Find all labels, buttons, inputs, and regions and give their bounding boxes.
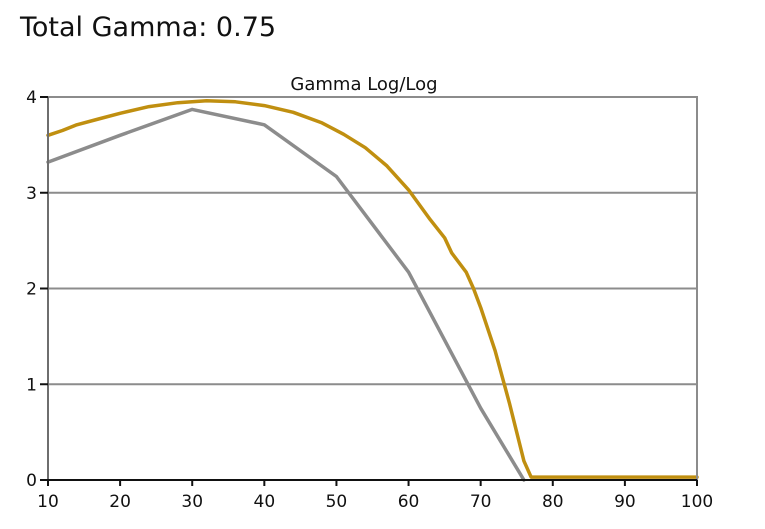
x-tick-label-50: 50 [326, 492, 348, 512]
x-tick-label-60: 60 [398, 492, 420, 512]
x-tick-label-40: 40 [254, 492, 276, 512]
x-tick-label-20: 20 [109, 492, 131, 512]
x-tick-label-90: 90 [614, 492, 636, 512]
x-tick-label-80: 80 [542, 492, 564, 512]
series-line-0 [46, 99, 699, 479]
x-tick-label-100: 100 [681, 492, 713, 512]
y-tick-label-3: 3 [26, 184, 37, 204]
y-tick-label-1: 1 [26, 375, 37, 395]
x-tick-label-10: 10 [37, 492, 59, 512]
plot-title: Gamma Log/Log [290, 74, 437, 95]
y-tick-label-4: 4 [26, 88, 37, 108]
y-tick-label-0: 0 [26, 471, 37, 491]
page-title: Total Gamma: 0.75 [20, 12, 277, 43]
y-tick-label-2: 2 [26, 280, 37, 300]
x-tick-label-30: 30 [181, 492, 203, 512]
x-tick-label-70: 70 [470, 492, 492, 512]
series-line-1 [46, 107, 526, 482]
